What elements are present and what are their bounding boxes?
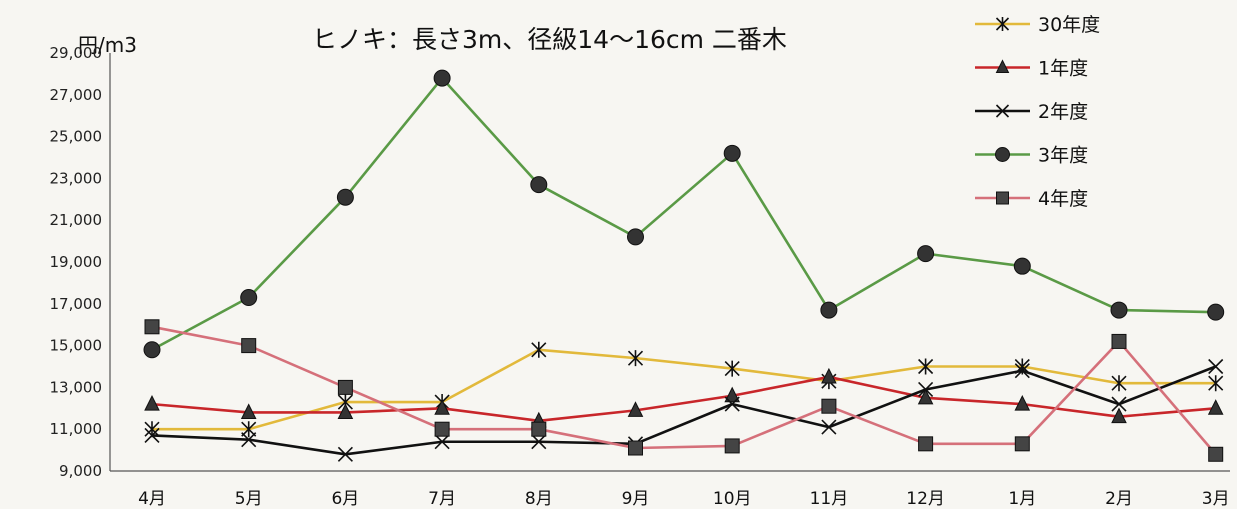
y-tick-label: 9,000	[59, 462, 102, 480]
x-axis-ticks: 4月 5月 6月 7月 8月 9月 10月 11月 12月 1月 2月 3月	[138, 489, 1230, 509]
legend-label: 2年度	[1038, 101, 1088, 123]
data-point	[532, 422, 546, 436]
legend-label: 30年度	[1038, 14, 1100, 36]
x-tick-label: 3月	[1202, 489, 1230, 509]
data-point	[821, 302, 837, 318]
data-point	[434, 70, 450, 86]
x-tick-label: 8月	[525, 489, 553, 509]
data-point	[1112, 334, 1126, 348]
data-point	[241, 290, 257, 306]
data-point	[724, 145, 740, 161]
legend: 30年度 1年度 2年度 3年度 4年度	[975, 14, 1100, 210]
data-point	[144, 342, 160, 358]
legend-label: 4年度	[1038, 188, 1088, 210]
y-tick-label: 19,000	[50, 253, 103, 271]
x-tick-label: 9月	[622, 489, 650, 509]
series-line	[152, 327, 1216, 454]
legend-item: 30年度	[975, 14, 1100, 36]
series-line	[152, 350, 1216, 429]
data-point	[1111, 302, 1127, 318]
x-tick-label: 2月	[1105, 489, 1133, 509]
legend-item: 2年度	[975, 101, 1088, 123]
data-point	[242, 339, 256, 353]
data-point	[725, 439, 739, 453]
legend-item: 3年度	[975, 145, 1088, 167]
x-tick-label: 6月	[331, 489, 359, 509]
data-point	[1209, 400, 1223, 414]
data-point	[337, 189, 353, 205]
legend-marker	[996, 148, 1010, 162]
x-tick-label: 4月	[138, 489, 166, 509]
legend-label: 1年度	[1038, 58, 1088, 80]
data-point	[1015, 437, 1029, 451]
legend-item: 4年度	[975, 188, 1088, 210]
legend-label: 3年度	[1038, 145, 1088, 167]
y-tick-label: 15,000	[50, 337, 103, 355]
data-point	[1209, 360, 1223, 374]
chart-title: ヒノキ：長さ3m、径級14～16cm 二番木	[312, 25, 787, 54]
y-tick-label: 21,000	[50, 211, 103, 229]
data-point	[145, 320, 159, 334]
data-point	[338, 380, 352, 394]
data-point	[918, 246, 934, 262]
data-point	[1014, 258, 1030, 274]
data-point	[919, 437, 933, 451]
y-tick-label: 13,000	[50, 378, 103, 396]
y-tick-label: 27,000	[50, 86, 103, 104]
x-tick-label: 11月	[810, 489, 849, 509]
y-tick-label: 17,000	[50, 295, 103, 313]
data-point	[531, 177, 547, 193]
x-tick-label: 7月	[428, 489, 456, 509]
y-tick-label: 11,000	[50, 420, 103, 438]
data-point	[1209, 447, 1223, 461]
x-tick-label: 1月	[1008, 489, 1036, 509]
data-point	[145, 396, 159, 410]
x-tick-label: 12月	[906, 489, 945, 509]
series-5	[145, 320, 1223, 461]
data-point	[628, 229, 644, 245]
y-tick-label: 25,000	[50, 128, 103, 146]
data-point	[1208, 304, 1224, 320]
legend-item: 1年度	[975, 58, 1088, 80]
series-layer	[144, 70, 1224, 461]
x-tick-label: 5月	[235, 489, 263, 509]
y-tick-label: 23,000	[50, 169, 103, 187]
data-point	[822, 399, 836, 413]
y-tick-label: 29,000	[50, 44, 103, 62]
series-2	[145, 369, 1223, 427]
x-tick-label: 10月	[713, 489, 752, 509]
legend-marker	[997, 192, 1009, 204]
y-axis-ticks: 9,000 11,000 13,000 15,000 17,000 19,000 21,00…	[50, 44, 103, 480]
data-point	[435, 422, 449, 436]
data-point	[629, 441, 643, 455]
